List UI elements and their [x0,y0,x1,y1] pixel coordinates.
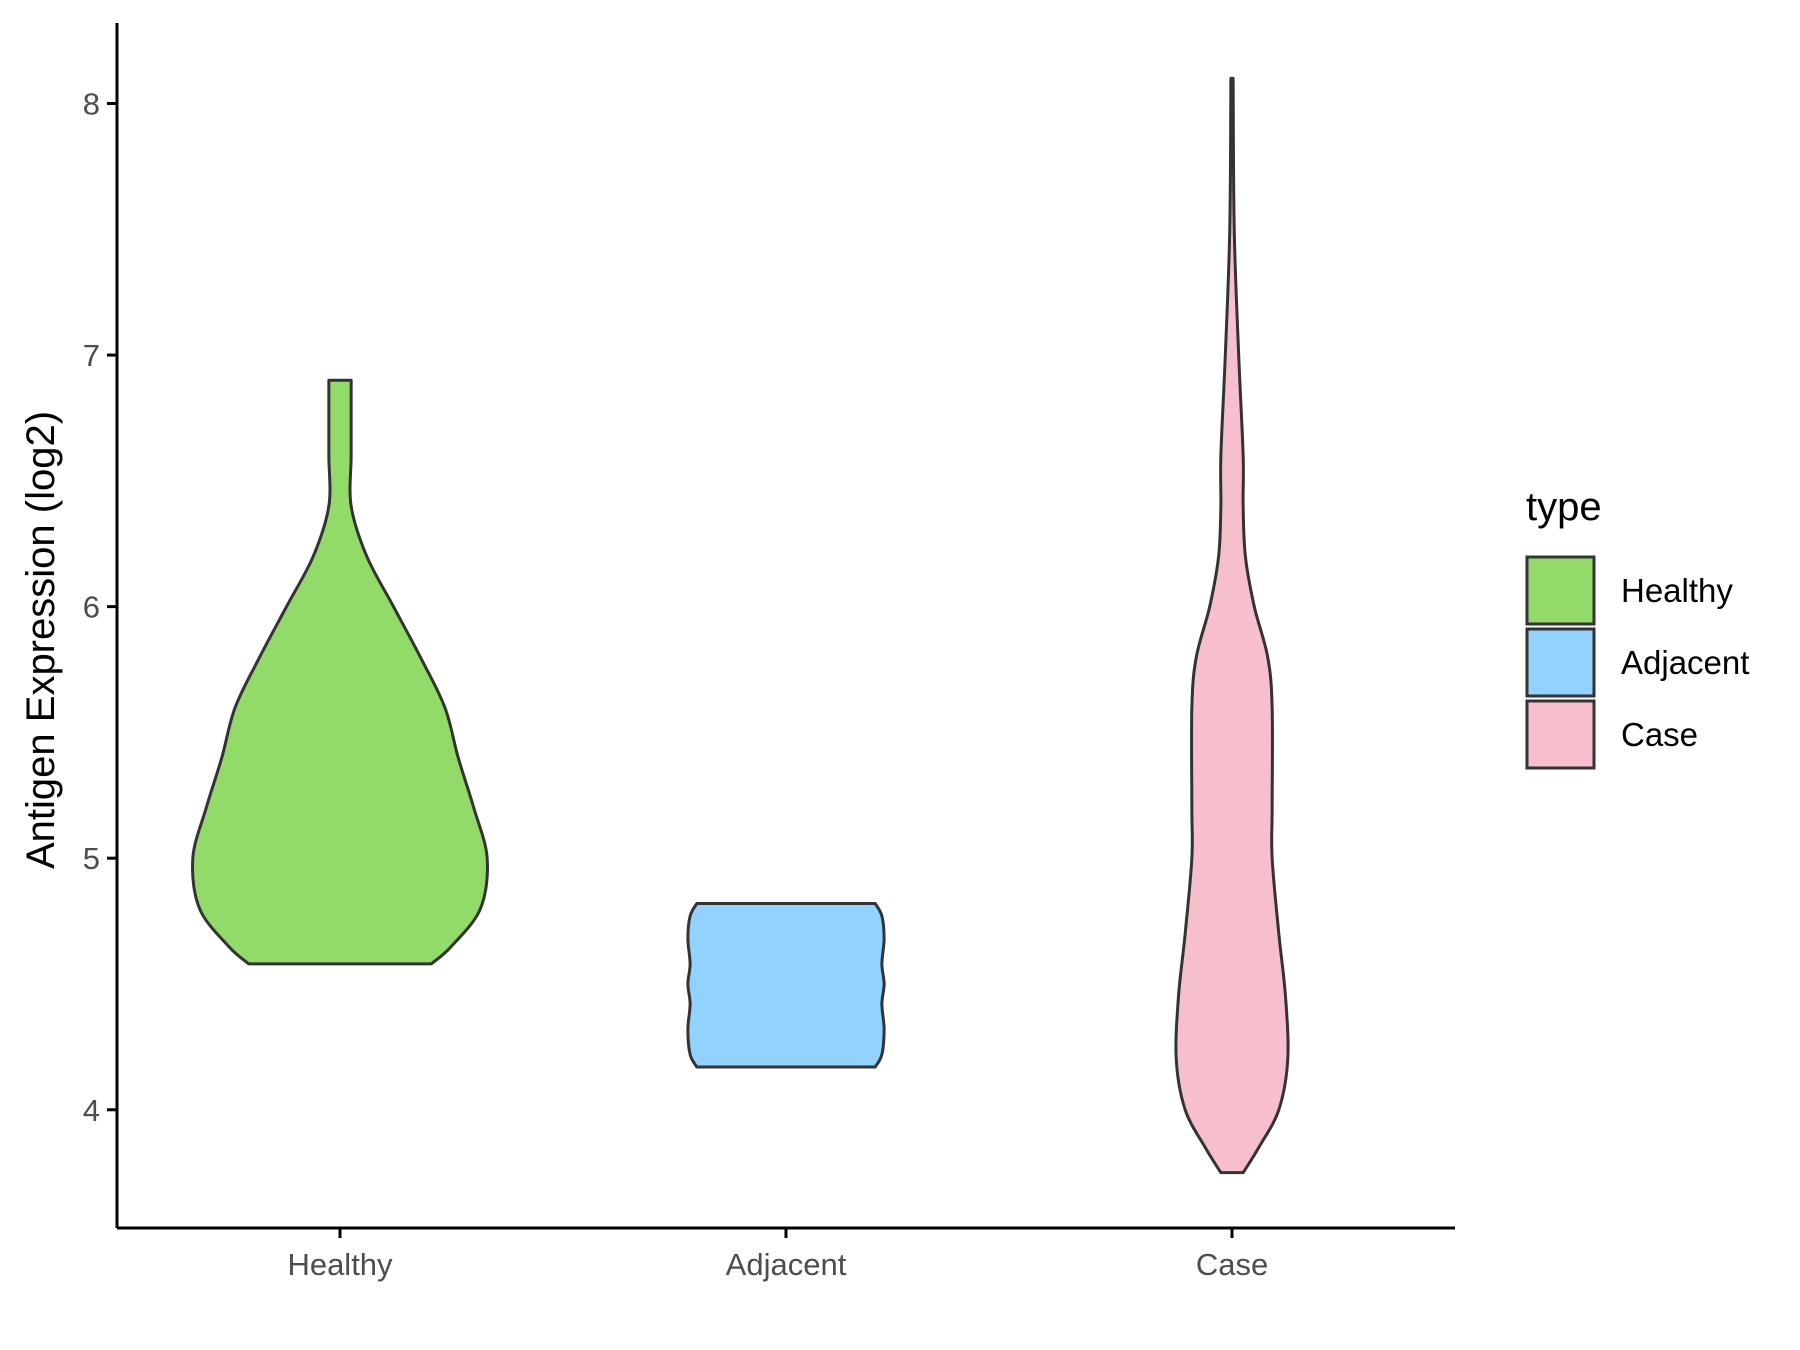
legend-label-adjacent: Adjacent [1621,644,1749,681]
legend-title: type [1526,485,1602,529]
violin-case [1174,76,1290,1175]
violin-layer [191,76,1290,1175]
y-tick-label: 8 [83,87,100,122]
legend-label-case: Case [1621,716,1698,753]
x-tick-label: Case [1196,1247,1268,1282]
violin-healthy [191,378,489,966]
legend-label-healthy: Healthy [1621,572,1733,609]
y-tick-label: 4 [83,1093,100,1128]
x-tick-label: Healthy [287,1247,393,1282]
legend-swatch-adjacent [1525,627,1596,698]
y-ticks: 4 5 6 7 8 [83,87,117,1128]
y-tick-label: 7 [83,338,100,373]
x-ticks: Healthy Adjacent Case [287,1228,1268,1282]
y-tick-label: 6 [83,590,100,625]
legend-swatch-healthy [1525,555,1596,626]
legend: type Healthy Adjacent Case [1525,485,1749,770]
y-tick-label: 5 [83,841,100,876]
y-axis-title: Antigen Expression (log2) [19,411,63,869]
violin-adjacent [686,901,886,1069]
legend-swatch-case [1525,699,1596,770]
x-tick-label: Adjacent [726,1247,847,1282]
